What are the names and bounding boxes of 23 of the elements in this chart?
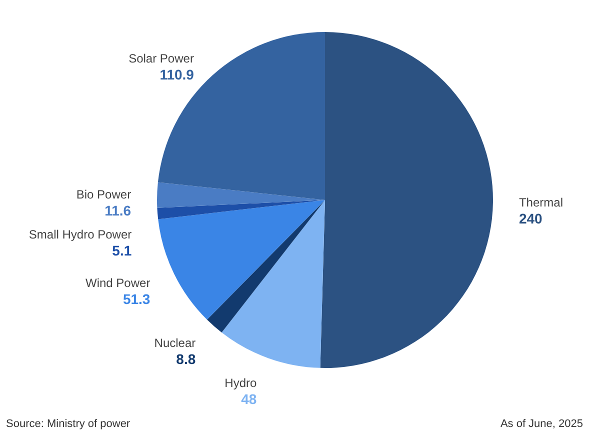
pie-slice bbox=[157, 200, 325, 220]
data-label: 11.6 bbox=[104, 202, 132, 218]
slice-label: Hydro bbox=[224, 376, 257, 390]
pie-slice bbox=[157, 182, 325, 208]
slice-label: Solar Power bbox=[128, 52, 194, 66]
data-label: 110.9 bbox=[160, 66, 194, 83]
pie-slice bbox=[158, 200, 325, 320]
data-label: 240 bbox=[518, 210, 543, 227]
source-note: Source: Ministry of power bbox=[6, 418, 130, 430]
pie-slice bbox=[320, 32, 493, 368]
pie-slice bbox=[222, 200, 325, 368]
slice-label: Nuclear bbox=[154, 336, 196, 350]
slice-label: Wind Power bbox=[86, 276, 150, 290]
data-label: 5.1 bbox=[112, 242, 132, 258]
text: As of June, 2025 bbox=[500, 418, 583, 430]
slice-label: Small Hydro Power bbox=[28, 227, 132, 242]
data-label: 8.8 bbox=[176, 350, 196, 367]
slice-label: Thermal bbox=[518, 196, 563, 210]
data-label: 48 bbox=[241, 390, 257, 407]
pie-slice bbox=[158, 32, 325, 200]
data-label: 51.3 bbox=[122, 291, 150, 308]
slice-label: Bio Power bbox=[76, 187, 132, 202]
pie-slice bbox=[207, 200, 325, 332]
